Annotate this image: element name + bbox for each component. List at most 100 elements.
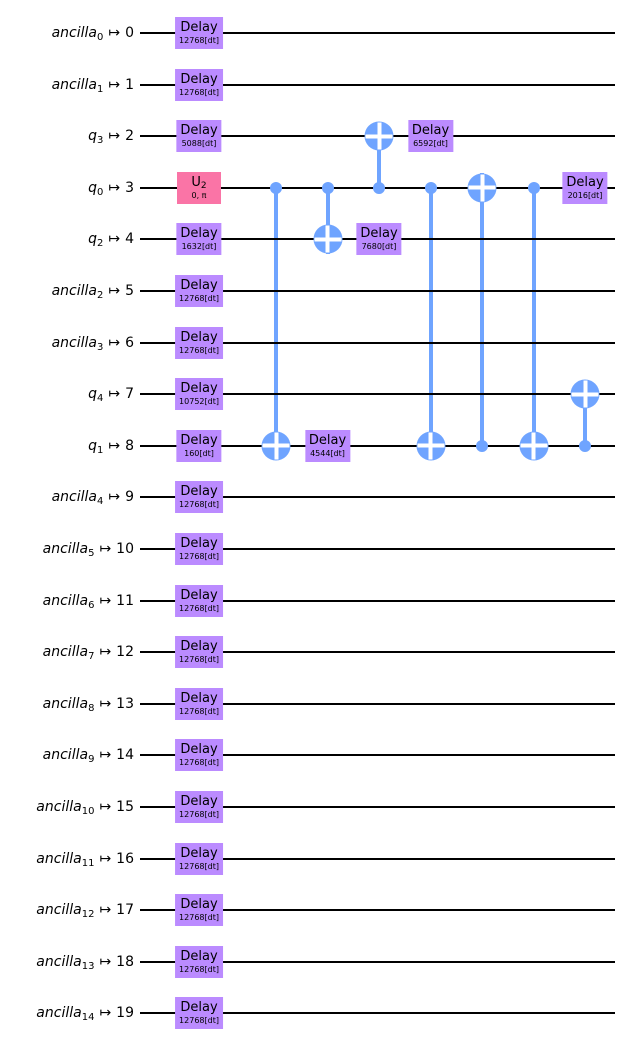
gate-label: Delay: [180, 742, 218, 758]
qubit-label: ancilla14 ↦ 19: [36, 1005, 134, 1024]
delay-gate: Delay 5088[dt]: [176, 120, 222, 153]
qubit-index: 1: [125, 76, 134, 93]
gate-duration: 12768[dt]: [179, 36, 219, 45]
cx-target: [519, 431, 548, 461]
cx-connector: [377, 121, 381, 188]
qubit-name: q: [88, 437, 97, 454]
qubit-label: ancilla9 ↦ 14: [42, 747, 134, 766]
mapsto-symbol: ↦: [108, 437, 121, 454]
gate-label: Delay: [308, 432, 347, 448]
qubit-label: ancilla3 ↦ 6: [51, 334, 134, 353]
delay-gate: Delay 7680[dt]: [356, 223, 402, 256]
gate-duration: 1632[dt]: [181, 242, 217, 252]
gate-duration: 12768[dt]: [179, 810, 219, 819]
mapsto-symbol: ↦: [108, 334, 121, 351]
qubit-index: 5: [125, 283, 134, 299]
mapsto-symbol: ↦: [99, 953, 112, 970]
delay-gate: Delay 12768[dt]: [175, 739, 223, 772]
gate-duration: 4544[dt]: [310, 448, 345, 458]
gate-label: Delay: [566, 174, 604, 190]
delay-gate: Delay 12768[dt]: [175, 997, 223, 1030]
qubit-index: 2: [125, 128, 134, 145]
gate-duration: 10752[dt]: [179, 397, 219, 407]
mapsto-symbol: ↦: [99, 592, 112, 609]
mapsto-symbol: ↦: [108, 179, 121, 196]
gate-duration: 6592[dt]: [413, 139, 448, 149]
qubit-index: 12: [116, 644, 134, 661]
delay-gate: Delay 6592[dt]: [407, 120, 454, 153]
qubit-index: 0: [125, 25, 134, 41]
qubit-wire: [140, 290, 615, 292]
qubit-label: ancilla7 ↦ 12: [42, 644, 134, 663]
gate-duration: 12768[dt]: [179, 655, 219, 665]
gate-label: Delay: [180, 587, 218, 603]
cx-target: [467, 173, 497, 203]
qubit-index: 14: [116, 747, 134, 764]
mapsto-symbol: ↦: [108, 128, 121, 145]
gate-label: Delay: [180, 897, 218, 913]
cx-connector: [480, 173, 484, 446]
qubit-index: 19: [116, 1005, 134, 1022]
gate-duration: 12768[dt]: [179, 500, 219, 510]
mapsto-symbol: ↦: [99, 695, 112, 712]
qubit-index: 4: [125, 231, 134, 248]
qubit-index: 6: [125, 334, 134, 351]
cx-target: [570, 379, 600, 409]
cx-control-dot: [527, 181, 540, 194]
cx-target: [416, 431, 445, 461]
delay-gate: Delay 12768[dt]: [175, 584, 223, 617]
delay-gate: Delay 4544[dt]: [304, 429, 351, 462]
qubit-label: q1 ↦ 8: [88, 437, 134, 456]
gate-duration: 12768[dt]: [179, 87, 219, 97]
qubit-name: ancilla: [42, 695, 89, 712]
delay-gate: Delay 12768[dt]: [175, 68, 223, 101]
qubit-name: ancilla: [36, 850, 82, 867]
gate-label: Delay: [180, 639, 218, 655]
qubit-label: ancilla8 ↦ 13: [42, 695, 134, 714]
cx-control-dot: [270, 181, 282, 194]
qubit-wire: [140, 651, 615, 654]
qubit-label: ancilla6 ↦ 11: [42, 592, 134, 611]
gate-label: Delay: [411, 123, 450, 139]
qubit-label: ancilla10 ↦ 15: [36, 799, 134, 817]
qubit-wire: [140, 341, 615, 344]
gate-label: Delay: [180, 845, 218, 861]
gate-duration: 12768[dt]: [179, 758, 219, 768]
gate-label: Delay: [180, 484, 218, 500]
qubit-label: q0 ↦ 3: [88, 179, 134, 198]
mapsto-symbol: ↦: [108, 25, 121, 41]
gate-label: Delay: [180, 71, 218, 87]
gate-duration: 12768[dt]: [179, 552, 219, 561]
qubit-index: 3: [125, 179, 134, 196]
cx-control-dot: [424, 181, 437, 194]
mapsto-symbol: ↦: [99, 902, 112, 919]
delay-gate: Delay 12768[dt]: [175, 945, 223, 978]
qubit-wire: [140, 702, 615, 705]
gate-duration: 12768[dt]: [179, 913, 219, 923]
qubit-label: ancilla11 ↦ 16: [36, 850, 134, 869]
gate-label: U2: [191, 174, 207, 191]
qubit-wire: [140, 393, 615, 396]
mapsto-symbol: ↦: [99, 1005, 112, 1022]
qubit-wire: [140, 754, 615, 757]
mapsto-symbol: ↦: [108, 386, 121, 403]
qubit-name: ancilla: [51, 334, 97, 351]
qubit-name: ancilla: [42, 541, 89, 557]
qubit-index: 17: [116, 902, 134, 919]
gate-duration: 12768[dt]: [179, 1016, 219, 1026]
gate-label: Delay: [180, 123, 218, 139]
qubit-wire: [140, 857, 615, 860]
qubit-wire: [140, 1012, 615, 1015]
qubit-label: ancilla4 ↦ 9: [51, 489, 134, 508]
delay-gate: Delay 12768[dt]: [175, 481, 223, 514]
gate-duration: 12768[dt]: [179, 345, 219, 355]
qubit-name: ancilla: [36, 799, 82, 815]
gate-duration: 12768[dt]: [179, 294, 219, 303]
qubit-name: ancilla: [51, 76, 97, 93]
mapsto-symbol: ↦: [99, 644, 112, 661]
gate-label: Delay: [180, 329, 218, 345]
cx-connector: [325, 187, 330, 254]
delay-gate: Delay 160[dt]: [176, 429, 222, 462]
gate-duration: 12768[dt]: [179, 706, 219, 716]
